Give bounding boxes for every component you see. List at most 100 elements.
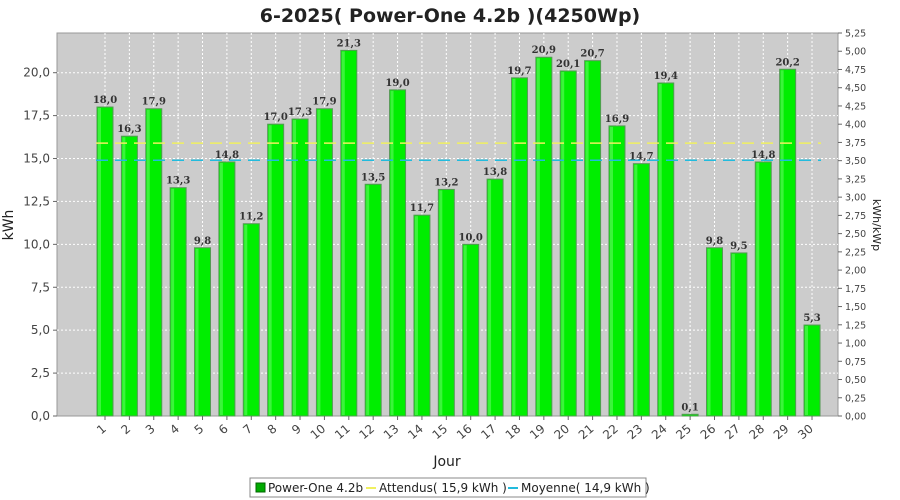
bar-value-label: 16,9 bbox=[605, 114, 629, 125]
bar-value-label: 10,0 bbox=[459, 232, 483, 243]
y2-tick-label: 1,00 bbox=[845, 339, 866, 350]
y2-tick-label: 0,25 bbox=[845, 393, 866, 404]
x-tick-label: 26 bbox=[698, 422, 719, 443]
bar-value-label: 19,7 bbox=[507, 66, 531, 77]
x-tick-label: 25 bbox=[673, 422, 694, 443]
y2-tick-label: 2,50 bbox=[845, 229, 866, 240]
bar-highlight bbox=[634, 164, 638, 415]
y2-tick-label: 0,00 bbox=[845, 412, 866, 423]
bar-value-label: 9,8 bbox=[194, 236, 211, 247]
y2-tick-label: 1,25 bbox=[845, 320, 866, 331]
x-tick-label: 16 bbox=[454, 422, 475, 443]
x-tick-label: 9 bbox=[289, 422, 304, 438]
bar-highlight bbox=[561, 71, 565, 415]
y2-tick-label: 2,75 bbox=[845, 211, 866, 222]
bar-highlight bbox=[731, 253, 735, 415]
bar-highlight bbox=[98, 108, 101, 415]
y-tick-label: 15,0 bbox=[23, 152, 50, 166]
y-tick-label: 5,0 bbox=[31, 323, 50, 337]
value-labels: 18,016,317,913,39,814,811,217,0 17,317,92… bbox=[93, 38, 821, 413]
x-tick-label: 18 bbox=[503, 422, 524, 443]
bar-value-label: 14,8 bbox=[751, 150, 775, 161]
bar-value-label: 20,2 bbox=[775, 57, 799, 68]
y2-tick-label: 1,50 bbox=[845, 302, 866, 313]
legend-label-average: Moyenne( 14,9 kWh ) bbox=[521, 481, 650, 495]
y2-tick-label: 5,00 bbox=[845, 47, 866, 58]
chart-title: 6-2025( Power-One 4.2b )(4250Wp) bbox=[260, 5, 641, 27]
bar-value-label: 19,0 bbox=[385, 78, 409, 89]
x-tick-label: 19 bbox=[527, 422, 548, 443]
x-tick-label: 29 bbox=[771, 422, 792, 443]
bar-value-label: 9,8 bbox=[706, 236, 723, 247]
x-tick-label: 6 bbox=[216, 422, 231, 438]
bar-highlight bbox=[780, 70, 784, 415]
y2-tick-label: 2,00 bbox=[845, 266, 866, 277]
y-tick-label: 7,5 bbox=[31, 280, 50, 294]
bar-value-label: 21,3 bbox=[337, 38, 361, 49]
bar-highlight bbox=[268, 125, 272, 415]
bar-value-label: 19,4 bbox=[654, 71, 678, 82]
y2-tick-label: 5,25 bbox=[845, 29, 866, 40]
y2-axis-ticks: 0,00 0,25 0,50 0,75 1,00 1,25 1,50 1,75 2,00 2,25… bbox=[838, 29, 866, 423]
x-tick-label: 10 bbox=[308, 422, 329, 443]
x-tick-label: 30 bbox=[795, 422, 816, 443]
bar-highlight bbox=[219, 162, 223, 415]
bar-highlight bbox=[366, 185, 370, 415]
bar-highlight bbox=[585, 61, 589, 416]
y2-axis-title: kWh/kWp bbox=[870, 199, 883, 251]
bar-value-label: 17,0 bbox=[263, 112, 287, 123]
bar bbox=[681, 413, 699, 417]
x-tick-label: 22 bbox=[600, 422, 621, 443]
x-tick-label: 15 bbox=[430, 422, 451, 443]
y2-tick-label: 1,75 bbox=[845, 284, 866, 295]
x-tick-label: 20 bbox=[551, 422, 572, 443]
bar-highlight bbox=[317, 109, 321, 416]
y2-tick-label: 3,50 bbox=[845, 156, 866, 167]
x-tick-label: 23 bbox=[625, 422, 646, 443]
bar-value-label: 13,5 bbox=[361, 172, 385, 183]
bar-highlight bbox=[512, 78, 516, 415]
y-axis-title: kWh bbox=[1, 210, 17, 241]
x-tick-label: 11 bbox=[332, 422, 353, 443]
bar-value-label: 17,9 bbox=[312, 97, 336, 108]
y-tick-label: 2,5 bbox=[31, 366, 50, 380]
x-tick-label: 28 bbox=[746, 422, 767, 443]
bar-highlight bbox=[707, 248, 711, 415]
y2-tick-label: 3,25 bbox=[845, 174, 866, 185]
y2-tick-label: 4,50 bbox=[845, 83, 866, 94]
bar-highlight bbox=[244, 224, 248, 415]
y2-tick-label: 0,75 bbox=[845, 357, 866, 368]
bar-value-label: 20,7 bbox=[580, 49, 604, 60]
y-tick-label: 20,0 bbox=[23, 66, 50, 80]
bar-highlight bbox=[195, 248, 199, 415]
legend-label-expected: Attendus( 15,9 kWh ) bbox=[379, 481, 507, 495]
x-axis-title: Jour bbox=[432, 454, 461, 470]
x-axis-ticks: 1 2 3 4 5 6 7 8 9 10 11 12 13 14 15 16 17 18 19 20 21 22 23 24 2… bbox=[94, 416, 816, 442]
bar-value-label: 14,8 bbox=[215, 150, 239, 161]
x-tick-label: 24 bbox=[649, 422, 670, 443]
y-axis-ticks: 0,0 2,5 5,0 7,5 10,0 12,5 15,0 17,5 20,0 bbox=[23, 66, 57, 423]
bar-highlight bbox=[536, 58, 540, 415]
x-tick-label: 12 bbox=[356, 422, 377, 443]
bar-value-label: 5,3 bbox=[803, 313, 820, 324]
y2-tick-label: 0,50 bbox=[845, 375, 866, 386]
bar-highlight bbox=[171, 188, 175, 415]
bar-value-label: 9,5 bbox=[730, 241, 747, 252]
y-tick-label: 12,5 bbox=[23, 194, 50, 208]
bar-value-label: 16,3 bbox=[117, 124, 141, 135]
y2-tick-label: 4,00 bbox=[845, 120, 866, 131]
bar-value-label: 20,9 bbox=[532, 45, 556, 56]
bar-highlight bbox=[805, 326, 809, 415]
bar-highlight bbox=[756, 162, 760, 415]
bar-highlight bbox=[658, 83, 662, 415]
x-tick-label: 13 bbox=[381, 422, 402, 443]
bar-highlight bbox=[414, 216, 418, 415]
bar-highlight bbox=[463, 245, 467, 415]
x-tick-label: 21 bbox=[576, 422, 597, 443]
x-tick-label: 2 bbox=[118, 422, 133, 438]
bar-highlight bbox=[293, 120, 297, 415]
bar-value-label: 17,9 bbox=[142, 97, 166, 108]
bar-highlight bbox=[341, 51, 345, 416]
x-tick-label: 7 bbox=[240, 422, 255, 438]
